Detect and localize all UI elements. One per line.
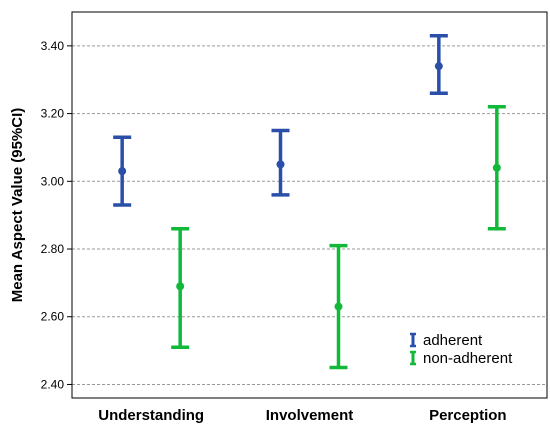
y-axis: 2.40 2.60 2.80 3.00 3.20 3.40 (41, 39, 72, 392)
y-tick-label: 3.40 (41, 39, 65, 53)
y-tick-label: 2.60 (41, 310, 65, 324)
legend-label: adherent (423, 332, 483, 349)
series-adherent (113, 36, 448, 205)
x-category-label: Involvement (266, 407, 354, 424)
y-tick-label: 3.00 (41, 174, 65, 188)
y-tick-label: 2.80 (41, 242, 65, 256)
legend-item-non-adherent: non-adherent (410, 350, 513, 367)
mean-point (335, 303, 343, 311)
mean-point (176, 282, 184, 290)
mean-point (118, 167, 126, 175)
x-category-label: Understanding (98, 407, 204, 424)
x-category-label: Perception (429, 407, 507, 424)
mean-point (435, 62, 443, 70)
y-tick-label: 2.40 (41, 377, 65, 391)
legend-label: non-adherent (423, 350, 513, 367)
series-layer (113, 36, 506, 368)
y-tick-label: 3.20 (41, 107, 65, 121)
y-axis-title: Mean Aspect Value (95%CI) (9, 108, 26, 303)
legend-item-adherent: adherent (410, 332, 483, 349)
x-axis: Understanding Involvement Perception (98, 407, 506, 424)
mean-point (493, 164, 501, 172)
series-non-adherent (171, 107, 506, 368)
mean-point (277, 160, 285, 168)
